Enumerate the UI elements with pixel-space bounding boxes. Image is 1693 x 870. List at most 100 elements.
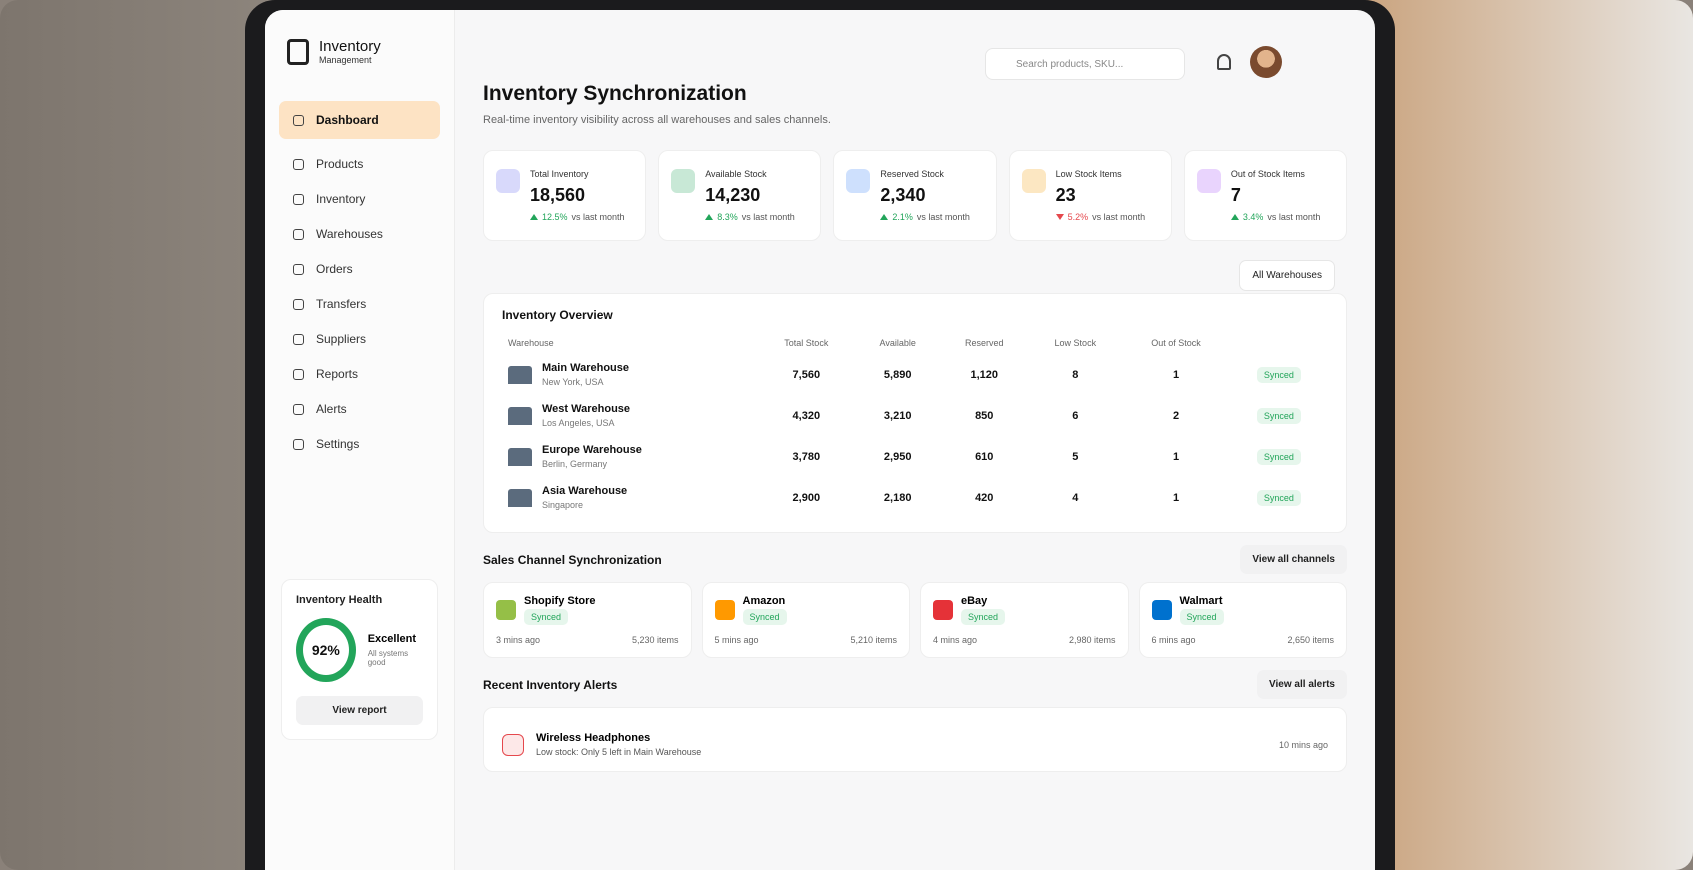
cell-out: 1 bbox=[1172, 491, 1180, 504]
nav-item[interactable]: Products bbox=[279, 147, 440, 181]
trend-arrow bbox=[1230, 214, 1239, 220]
nav-label: Alerts bbox=[316, 402, 347, 416]
nav-item[interactable]: Suppliers bbox=[279, 322, 440, 356]
column-header: Available bbox=[879, 338, 916, 348]
warehouse-row[interactable]: Europe Warehouse Berlin, Germany 3,780 2,95… bbox=[502, 436, 1328, 477]
alert-message: Low stock: Only 5 left in Main Warehouse bbox=[536, 747, 702, 757]
warehouse-icon bbox=[508, 488, 532, 507]
warehouse-text: Main Warehouse New York, USA bbox=[542, 362, 629, 387]
health-status-text: Excellent bbox=[367, 633, 417, 645]
nav-icon bbox=[293, 158, 304, 170]
user-avatar[interactable] bbox=[1250, 46, 1282, 78]
stat-change-value: 3.4% bbox=[1242, 212, 1264, 222]
channel-text: eBay Synced bbox=[961, 595, 1006, 625]
trend-arrow bbox=[530, 214, 538, 220]
channel-time: 6 mins ago bbox=[1151, 635, 1196, 645]
sync-badge: Synced bbox=[1256, 366, 1301, 383]
channel-items: 2,650 items bbox=[1287, 635, 1334, 645]
warehouse: West Warehouse Los Angeles, USA bbox=[508, 403, 751, 428]
stat-body: Available Stock 14,230 8.3% vs last month bbox=[705, 169, 795, 222]
laptop-screen: Inventory Management Dashboard Products Inve… bbox=[265, 10, 1375, 870]
nav-label: Reports bbox=[316, 367, 359, 381]
sidebar: Inventory Management Dashboard Products Inve… bbox=[265, 10, 455, 870]
warehouse-filter[interactable]: All Warehouses bbox=[1239, 260, 1335, 291]
warehouse-row[interactable]: Main Warehouse New York, USA 7,560 5,890 1,1… bbox=[502, 354, 1328, 395]
channel-top: Amazon Synced bbox=[714, 595, 898, 625]
nav-item[interactable]: Dashboard bbox=[279, 101, 440, 139]
stat-change-value: 8.3% bbox=[717, 212, 738, 222]
stat-icon bbox=[671, 169, 696, 193]
cell-reserved: 1,120 bbox=[970, 368, 999, 381]
cell-total: 3,780 bbox=[792, 450, 821, 463]
nav-label: Orders bbox=[316, 262, 353, 276]
status-cell: Synced bbox=[1230, 395, 1328, 436]
nav-label: Products bbox=[316, 157, 364, 171]
alerts-panel: Wireless Headphones Low stock: Only 5 lef… bbox=[483, 707, 1347, 772]
stat-change: 3.4% vs last month bbox=[1230, 212, 1320, 222]
channel-name: eBay bbox=[961, 595, 988, 607]
nav-label: Settings bbox=[316, 437, 360, 451]
warehouse-location: New York, USA bbox=[542, 377, 604, 387]
inventory-overview: Inventory Overview Warehouse Total Stock Av… bbox=[483, 293, 1347, 533]
stat-body: Total Inventory 18,560 12.5% vs last month bbox=[530, 169, 625, 222]
cell-out: 1 bbox=[1172, 368, 1180, 381]
stat-value: 18,560 bbox=[530, 185, 586, 205]
stat-change-note: vs last month bbox=[916, 212, 970, 222]
view-alerts-button[interactable]: View all alerts bbox=[1257, 670, 1347, 699]
overview-title: Inventory Overview bbox=[502, 308, 613, 322]
nav-icon bbox=[293, 298, 304, 310]
notification-bell[interactable] bbox=[1217, 54, 1231, 70]
channel-items: 5,210 items bbox=[850, 635, 897, 645]
nav-item[interactable]: Alerts bbox=[279, 392, 440, 426]
cell-reserved: 420 bbox=[975, 491, 994, 504]
nav-item[interactable]: Settings bbox=[279, 427, 440, 461]
channel-name: Walmart bbox=[1179, 595, 1223, 607]
stat-value: 23 bbox=[1055, 185, 1076, 205]
view-report-button[interactable]: View report bbox=[296, 696, 423, 725]
warehouse-cell: West Warehouse Los Angeles, USA bbox=[502, 395, 757, 436]
column-header: Total Stock bbox=[784, 338, 829, 348]
channel-top: Shopify Store Synced bbox=[496, 595, 679, 625]
warehouse-row[interactable]: West Warehouse Los Angeles, USA 4,320 3,210… bbox=[502, 395, 1328, 436]
health-row: 92% Excellent All systems good bbox=[296, 618, 423, 682]
warehouse-name: Europe Warehouse bbox=[542, 444, 642, 456]
view-channels-button[interactable]: View all channels bbox=[1240, 545, 1347, 574]
nav-item[interactable]: Inventory bbox=[279, 182, 440, 216]
warehouse-icon bbox=[508, 406, 532, 425]
nav-label: Warehouses bbox=[316, 227, 383, 241]
nav-item[interactable]: Reports bbox=[279, 357, 440, 391]
warehouse: Main Warehouse New York, USA bbox=[508, 362, 751, 387]
alerts-header: Recent Inventory Alerts View all alerts bbox=[483, 670, 1347, 699]
column-header: Warehouse bbox=[508, 338, 554, 348]
overview-table: Warehouse Total Stock Available Reserved Low… bbox=[502, 332, 1328, 518]
cell-available: 2,180 bbox=[883, 491, 912, 504]
cell-low: 6 bbox=[1072, 409, 1079, 422]
cell-available: 5,890 bbox=[883, 368, 912, 381]
stat-card: Total Inventory 18,560 12.5% vs last month bbox=[483, 150, 647, 241]
stat-label: Reserved Stock bbox=[880, 169, 944, 179]
cell-out: 1 bbox=[1172, 450, 1180, 463]
sync-badge: Synced bbox=[1179, 609, 1224, 625]
channel-time: 4 mins ago bbox=[933, 635, 978, 645]
channel-bottom: 4 mins ago 2,980 items bbox=[933, 635, 1116, 645]
stat-icon bbox=[496, 169, 520, 193]
search-box[interactable]: Search products, SKU... bbox=[985, 48, 1185, 80]
nav-item[interactable]: Transfers bbox=[279, 287, 440, 321]
nav-icon bbox=[293, 368, 304, 380]
stat-change-value: 12.5% bbox=[542, 212, 568, 222]
nav-icon bbox=[293, 403, 304, 415]
nav-item[interactable]: Orders bbox=[279, 252, 440, 286]
nav-item[interactable]: Warehouses bbox=[279, 217, 440, 251]
channel-list: Shopify Store Synced 3 mins ago 5,230 items… bbox=[483, 582, 1347, 658]
warehouse-cell: Asia Warehouse Singapore bbox=[502, 477, 757, 518]
channel-bottom: 3 mins ago 5,230 items bbox=[496, 635, 679, 645]
warehouse-location: Singapore bbox=[542, 500, 584, 510]
warehouse-text: West Warehouse Los Angeles, USA bbox=[542, 403, 630, 428]
stat-change: 2.1% vs last month bbox=[880, 212, 970, 222]
channels-title: Sales Channel Synchronization bbox=[483, 552, 662, 567]
stat-value: 7 bbox=[1230, 185, 1241, 205]
warehouse-row[interactable]: Asia Warehouse Singapore 2,900 2,180 420 4 1 Sy… bbox=[502, 477, 1328, 518]
nav-label: Suppliers bbox=[316, 332, 367, 346]
cell-out: 2 bbox=[1172, 409, 1180, 422]
